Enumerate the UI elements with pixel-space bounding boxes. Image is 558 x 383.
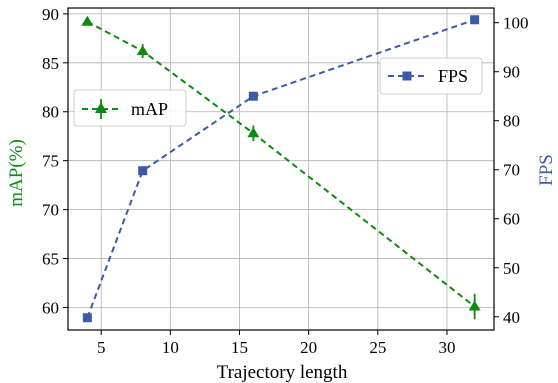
x-tick-label: 25 [369,338,386,357]
x-tick-label: 5 [97,338,106,357]
x-axis-label: Trajectory length [217,362,348,383]
x-tick-label: 30 [438,338,455,357]
legend-map-label: mAP [131,99,168,119]
data-point [470,15,480,25]
data-point [138,166,148,176]
data-point [81,15,94,26]
x-axis-ticks: 5 10 15 20 25 30 [97,330,455,357]
data-point [82,313,92,323]
series-layer [81,15,481,323]
data-point [247,127,260,138]
left-tick-label: 65 [42,250,59,269]
plot-frame [67,7,495,331]
series-line [86,18,475,319]
left-tick-label: 70 [42,201,59,220]
right-tick-label: 80 [503,112,520,131]
x-tick-label: 20 [300,338,317,357]
right-axis-label: FPS [536,154,557,186]
left-axis-label: mAP(%) [6,139,27,207]
series-line [86,20,476,308]
right-tick-label: 100 [503,14,529,33]
right-tick-label: 70 [503,161,520,180]
legend-fps-label: FPS [438,66,468,86]
data-point [136,45,149,56]
x-tick-label: 10 [162,338,179,357]
right-tick-label: 50 [503,259,520,278]
series-FPS [82,15,480,323]
data-point [468,300,481,311]
grid [68,8,494,330]
series-mAP [81,15,481,320]
left-tick-label: 80 [42,103,59,122]
left-tick-label: 90 [42,5,59,24]
left-tick-label: 85 [42,54,59,73]
right-tick-label: 60 [503,210,520,229]
x-tick-label: 15 [231,338,248,357]
left-tick-label: 75 [42,152,59,171]
right-tick-label: 40 [503,308,520,327]
legend-map: mAP [73,89,187,127]
right-axis-ticks: 40 50 60 70 80 90 100 [494,14,529,327]
left-axis-ticks: 60 65 70 75 80 85 90 [42,5,68,317]
legend-fps: FPS [379,57,483,95]
left-tick-label: 60 [42,298,59,317]
right-tick-label: 90 [503,63,520,82]
data-point [248,91,258,101]
